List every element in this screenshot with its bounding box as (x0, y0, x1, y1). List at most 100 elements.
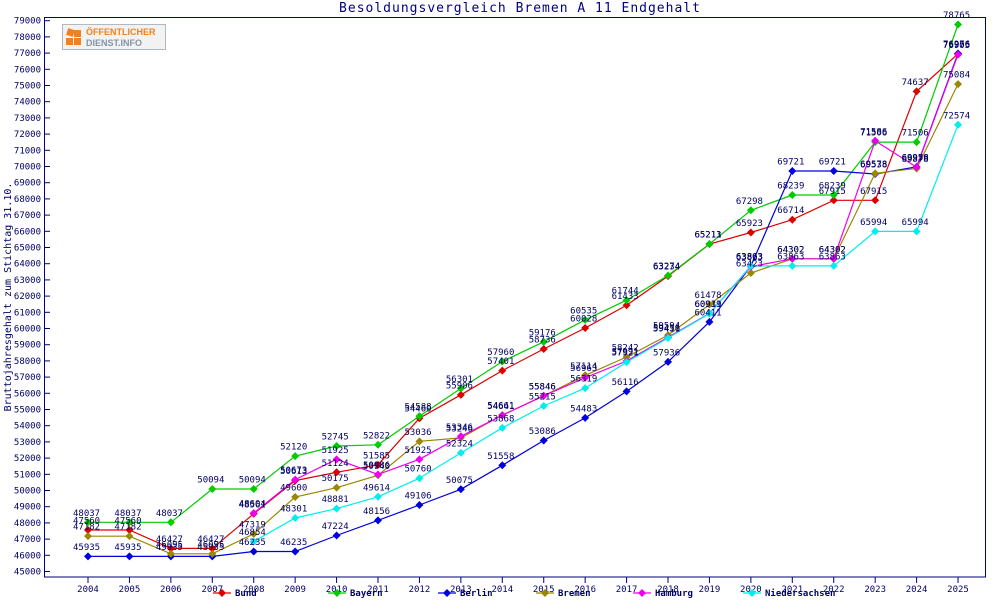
logo-line1: ÖFFENTLICHER (86, 27, 156, 37)
data-label: 69578 (860, 160, 887, 170)
data-point-bayern (829, 191, 838, 200)
series-line-hamburg (253, 54, 959, 514)
y-tick-label: 76000 (14, 65, 41, 75)
y-tick-label: 52000 (14, 454, 41, 464)
data-label: 63274 (653, 262, 680, 272)
data-label: 48037 (156, 509, 183, 519)
data-point-bremen (208, 549, 217, 558)
x-tick-label: 2007 (201, 585, 223, 595)
data-label: 47319 (239, 520, 266, 530)
data-label: 46095 (197, 540, 224, 550)
data-point-bayern (208, 484, 217, 493)
data-label: 48881 (322, 495, 349, 505)
data-point-berlin (374, 516, 383, 525)
data-label: 53346 (446, 423, 473, 433)
data-point-bremen (249, 529, 258, 538)
oeffentlicher-dienst-logo: ÖFFENTLICHER DIENST.INFO (62, 24, 166, 50)
data-label: 46095 (156, 540, 183, 550)
data-point-hamburg (912, 163, 921, 172)
data-label: 53036 (404, 428, 431, 438)
x-tick-label: 2021 (781, 585, 803, 595)
data-label: 66714 (777, 206, 804, 216)
data-point-hamburg (954, 50, 963, 59)
data-point-berlin (249, 547, 258, 556)
data-point-bund (871, 196, 880, 205)
data-point-niedersachsen (539, 402, 548, 411)
y-tick-label: 69000 (14, 179, 41, 189)
data-label: 50673 (280, 466, 307, 476)
data-label: 45935 (197, 543, 224, 553)
data-label: 67298 (736, 197, 763, 207)
legend-label: Bremen (558, 589, 591, 599)
data-label: 46427 (156, 535, 183, 545)
data-point-hamburg (291, 475, 300, 484)
data-label: 51925 (322, 446, 349, 456)
x-tick-label: 2008 (243, 585, 265, 595)
logo-text: ÖFFENTLICHER DIENST.INFO (86, 26, 156, 48)
data-label: 65923 (736, 219, 763, 229)
data-point-bayern (291, 452, 300, 461)
data-label: 46235 (280, 538, 307, 548)
y-tick-label: 68000 (14, 195, 41, 205)
data-point-bund (125, 526, 134, 535)
data-point-berlin (415, 500, 424, 509)
y-tick-label: 50000 (14, 487, 41, 497)
data-label: 56319 (570, 375, 597, 385)
data-point-niedersachsen (498, 423, 507, 432)
x-tick-label: 2017 (616, 585, 638, 595)
series-line-bund (88, 53, 959, 550)
data-label: 51925 (404, 446, 431, 456)
y-tick-label: 63000 (14, 276, 41, 286)
plot-frame (44, 17, 986, 578)
data-point-hamburg (374, 470, 383, 479)
legend-marker-hamburg (638, 589, 646, 597)
data-label: 69538 (860, 160, 887, 170)
data-label: 71506 (860, 129, 887, 139)
y-tick-label: 64000 (14, 260, 41, 270)
data-label: 55906 (446, 381, 473, 391)
data-point-hamburg (249, 509, 258, 518)
data-label: 52822 (363, 431, 390, 441)
y-tick-label: 55000 (14, 406, 41, 416)
data-label: 78765 (943, 11, 970, 21)
data-label: 67915 (860, 187, 887, 197)
data-label: 48156 (363, 507, 390, 517)
data-label: 53086 (529, 427, 556, 437)
data-label: 63823 (736, 253, 763, 263)
data-point-bremen (125, 532, 134, 541)
legend-item-bund: Bund (213, 589, 257, 599)
data-label: 52324 (446, 439, 473, 449)
series-line-niedersachsen (253, 124, 959, 543)
data-point-bund (912, 87, 921, 96)
data-point-bremen (622, 352, 631, 361)
data-label: 60931 (694, 300, 721, 310)
y-axis-label: Bruttojahresgehalt zum Stichtag 31.10. (3, 183, 14, 412)
data-point-berlin (664, 357, 673, 366)
data-label: 68239 (819, 182, 846, 192)
data-label: 64302 (819, 245, 846, 255)
data-point-hamburg (415, 455, 424, 464)
data-label: 48037 (114, 509, 141, 519)
data-point-berlin (332, 531, 341, 540)
data-label: 46854 (239, 528, 266, 538)
data-point-bremen (954, 80, 963, 89)
series-line-bayern (88, 24, 959, 523)
data-point-berlin (539, 436, 548, 445)
y-tick-label: 65000 (14, 244, 41, 254)
y-tick-label: 51000 (14, 470, 41, 480)
y-tick-label: 48000 (14, 519, 41, 529)
data-point-niedersachsen (622, 358, 631, 367)
data-label: 45935 (73, 543, 100, 553)
data-label: 56116 (612, 378, 639, 388)
x-tick-label: 2005 (119, 585, 141, 595)
data-label: 52120 (280, 443, 307, 453)
legend-marker-berlin (443, 589, 451, 597)
x-tick-label: 2019 (699, 585, 721, 595)
data-label: 67915 (819, 187, 846, 197)
legend-marker-niedersachsen (748, 589, 756, 597)
data-point-hamburg (871, 136, 880, 145)
logo-blocks-icon (66, 28, 83, 46)
data-label: 52745 (322, 433, 349, 443)
data-point-niedersachsen (581, 384, 590, 393)
